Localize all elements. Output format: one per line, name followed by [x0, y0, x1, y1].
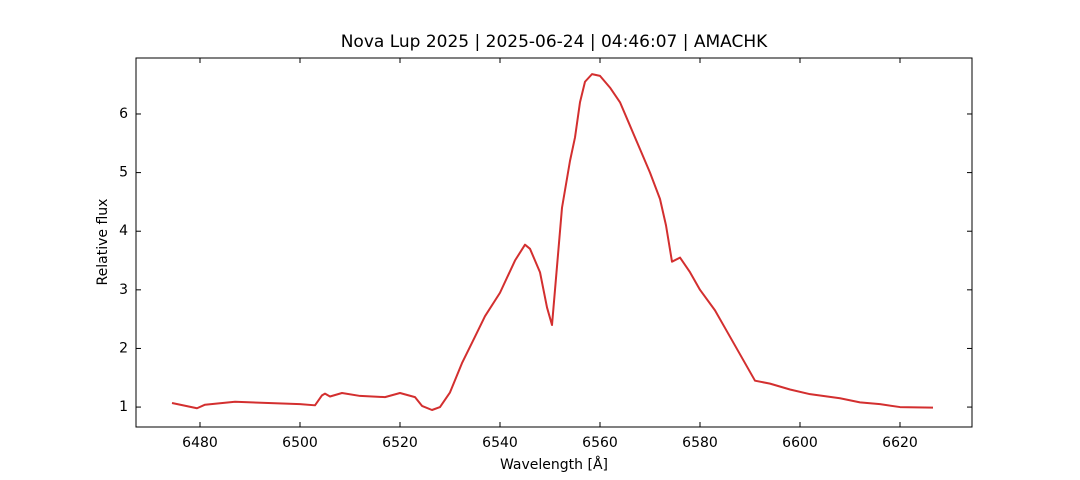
y-tick-label: 2 [119, 340, 128, 356]
y-tick-label: 6 [119, 106, 128, 122]
x-tick-label: 6580 [682, 435, 718, 451]
x-axis-label: Wavelength [Å] [500, 456, 608, 473]
x-tick-label: 6520 [382, 435, 418, 451]
x-tick-label: 6500 [282, 435, 318, 451]
y-tick-label: 5 [119, 165, 128, 181]
x-tick-label: 6540 [482, 435, 518, 451]
y-tick-label: 3 [119, 282, 128, 298]
chart-title: Nova Lup 2025 | 2025-06-24 | 04:46:07 | … [341, 32, 768, 52]
spectrum-line [171, 73, 934, 412]
x-tick-label: 6560 [582, 435, 618, 451]
y-axis-label: Relative flux [95, 199, 111, 286]
x-tick-label: 6620 [882, 435, 918, 451]
y-tick-label: 4 [119, 223, 128, 239]
x-tick-label: 6480 [182, 435, 218, 451]
x-tick-label: 6600 [782, 435, 818, 451]
plot-frame [135, 57, 973, 428]
y-tick-label: 1 [119, 399, 128, 415]
